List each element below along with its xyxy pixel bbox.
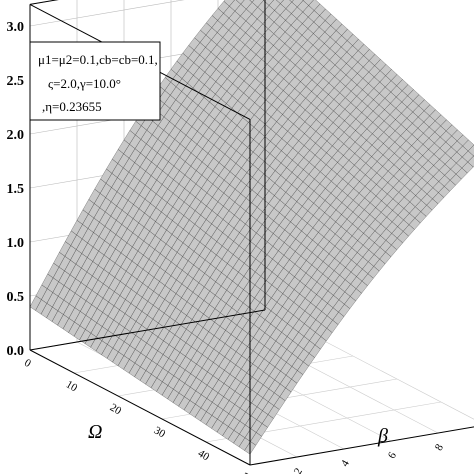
omega-tick-label: 20 xyxy=(108,401,124,417)
z-tick-label: 0.5 xyxy=(7,290,25,305)
z-tick-label: 1.5 xyxy=(7,182,25,197)
omega-tick-label: 0 xyxy=(22,357,33,370)
frame-edge xyxy=(29,349,251,466)
legend-line-2: ς=2.0,γ=10.0° xyxy=(48,76,121,91)
legend: μ1=μ2=0.1,cb=cb=0.1, ς=2.0,γ=10.0° ,η=0.… xyxy=(29,41,161,121)
z-tick-label: 1.0 xyxy=(7,236,25,251)
omega-tick-label: 10 xyxy=(64,378,80,394)
legend-line-1: μ1=μ2=0.1,cb=cb=0.1, xyxy=(38,52,158,67)
beta-tick-label: 8 xyxy=(433,442,446,453)
beta-tick-label: 6 xyxy=(386,450,399,461)
legend-line-3: ,η=0.23655 xyxy=(42,99,102,114)
omega-tick-label: 50 xyxy=(240,470,256,474)
omega-tick-label: 40 xyxy=(196,447,212,463)
z-tick-label: 0.0 xyxy=(7,344,25,359)
frame-edge xyxy=(249,426,474,466)
tick-labels: 0.00.51.01.52.02.53.0010203040500246810 xyxy=(7,20,447,474)
z-tick-label: 3.0 xyxy=(7,20,25,35)
y-axis-title: β xyxy=(377,425,388,447)
grid-z-back xyxy=(29,0,185,27)
z-tick-label: 2.0 xyxy=(7,128,25,143)
beta-tick-label: 4 xyxy=(339,458,352,469)
omega-tick-label: 30 xyxy=(152,424,168,440)
x-axis-title: Ω xyxy=(88,421,102,443)
beta-tick-label: 2 xyxy=(292,466,305,474)
frame-edge xyxy=(29,309,266,351)
z-tick-label: 2.5 xyxy=(7,74,25,89)
